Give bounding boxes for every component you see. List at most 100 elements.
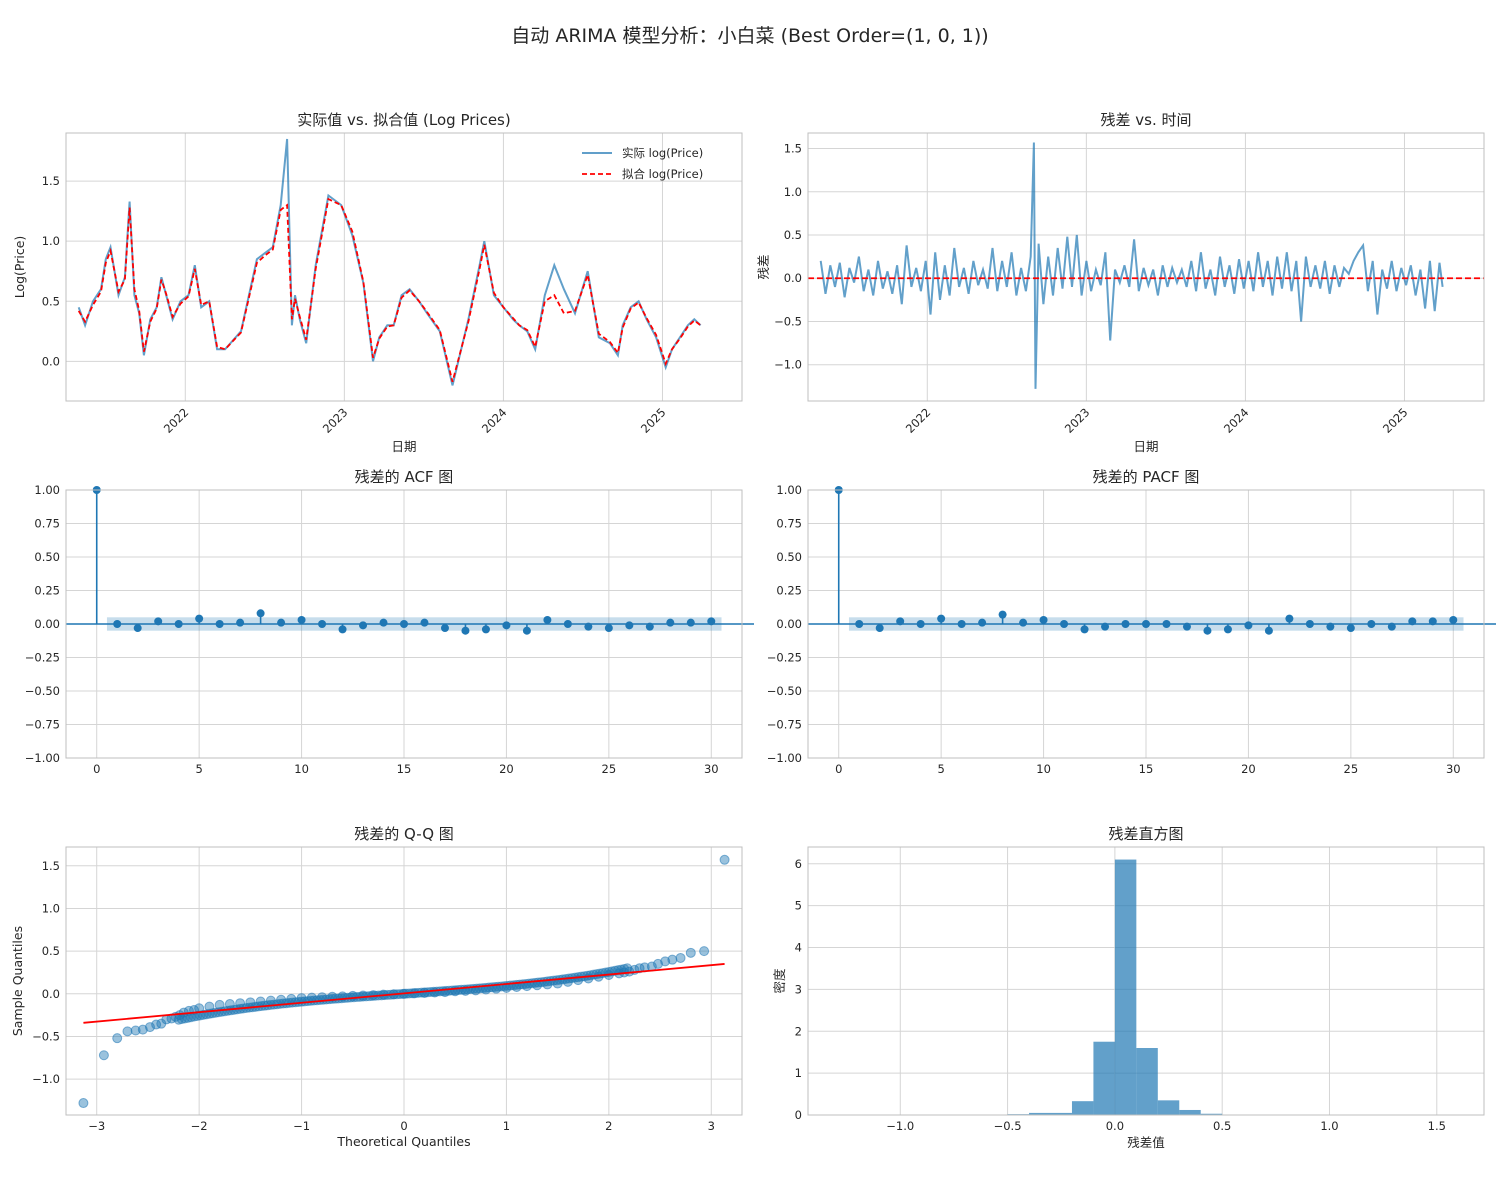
chart-title: 实际值 vs. 拟合值 (Log Prices) [297, 111, 510, 129]
histogram-bar [1050, 1112, 1072, 1115]
stem-marker [1203, 626, 1212, 635]
x-tick-label: 2025 [638, 405, 669, 436]
panel-acf: 残差的 ACF 图 0 5 10 15 20 25 30 −1.00 −0.75 −0.50 −0.2… [25, 468, 754, 776]
x-tick-label: 2023 [1062, 405, 1093, 436]
stem-marker [707, 617, 716, 626]
stem-marker [543, 615, 552, 624]
x-tick-label: 2023 [320, 405, 351, 436]
stem-marker [522, 626, 531, 635]
y-tick-label: 0.0 [784, 271, 802, 285]
y-tick-label: 0.0 [42, 354, 60, 368]
stem-marker [174, 620, 183, 628]
stem-marker [1121, 620, 1130, 628]
stem-marker [481, 625, 490, 634]
histogram-bar [1071, 1101, 1094, 1115]
qq-point [151, 1019, 162, 1030]
figure-title: 自动 ARIMA 模型分析：小白菜 (Best Order=(1, 0, 1)) [511, 25, 988, 47]
plot-frame [807, 489, 1485, 759]
y-tick-label: 1.00 [776, 483, 802, 497]
x-tick-label: 3 [708, 1119, 715, 1133]
x-axis-label: 残差值 [1127, 1135, 1165, 1150]
x-tick-label: 1.0 [1320, 1119, 1338, 1133]
legend-label-actual: 实际 log(Price) [622, 146, 703, 160]
plot-frame [807, 846, 1485, 1116]
y-tick-label: −0.5 [774, 314, 802, 328]
y-tick-label: 0.00 [34, 617, 60, 631]
stem-marker [318, 620, 327, 628]
y-tick-label: 0.50 [776, 550, 802, 564]
series-line-actual [77, 138, 702, 386]
gridlines [66, 847, 742, 1115]
x-tick-label: −0.5 [994, 1119, 1022, 1133]
qq-point [675, 952, 686, 963]
x-tick-label: 10 [294, 762, 309, 776]
y-tick-label: 3 [795, 982, 802, 996]
stem-marker [1101, 622, 1110, 631]
gridlines [66, 133, 742, 401]
y-tick-label: −0.25 [25, 651, 60, 665]
panel-fit: 实际值 vs. 拟合值 (Log Prices) 2022 2023 2024 2025… [12, 111, 743, 454]
x-tick-label: 2025 [1380, 405, 1411, 436]
x-tick-label: −1.0 [886, 1119, 914, 1133]
y-axis-label: 密度 [772, 968, 787, 994]
stem-marker [1285, 614, 1294, 623]
y-tick-label: 0.25 [34, 584, 60, 598]
qq-point [622, 963, 633, 974]
stem-marker [113, 620, 122, 628]
x-tick-label: 0.5 [1213, 1119, 1231, 1133]
x-tick-label: 2024 [479, 405, 510, 436]
y-axis-label: Sample Quantiles [10, 926, 25, 1036]
x-tick-label: 2024 [1221, 405, 1252, 436]
x-tick-label: 5 [937, 762, 944, 776]
y-tick-label: 0.0 [42, 987, 60, 1001]
stem-marker [1346, 624, 1355, 633]
y-tick-label: −0.50 [767, 684, 802, 698]
stem-marker [1142, 620, 1150, 628]
stem-marker [1305, 620, 1314, 628]
chart-title: 残差直方图 [1108, 825, 1183, 843]
x-tick-label: 30 [1446, 762, 1461, 776]
y-axis-label: Log(Price) [12, 236, 27, 299]
stem-marker [1060, 620, 1069, 628]
y-tick-label: 0.00 [776, 617, 802, 631]
stem-marker [957, 620, 966, 628]
chart-title: 残差 vs. 时间 [1101, 111, 1192, 129]
stem-marker [1367, 620, 1376, 628]
plot-frame [65, 846, 743, 1116]
stem-marker [978, 618, 987, 627]
stem-marker [875, 624, 884, 633]
x-tick-label: 15 [1139, 762, 1154, 776]
y-axis-label: 残差 [756, 254, 771, 279]
y-tick-label: −0.75 [25, 718, 60, 732]
y-tick-label: 6 [795, 857, 802, 871]
qq-point [122, 1026, 133, 1037]
x-tick-label: −3 [88, 1119, 105, 1133]
qq-point [685, 947, 696, 958]
x-tick-label: 25 [602, 762, 617, 776]
stem-marker [1326, 622, 1335, 631]
stem-marker [1387, 622, 1396, 631]
y-tick-label: 0.5 [42, 944, 60, 958]
plot-frame [65, 132, 743, 402]
stem-marker [1039, 615, 1048, 624]
y-tick-label: 1.0 [784, 185, 802, 199]
y-tick-label: −1.00 [25, 751, 60, 765]
stem-marker [937, 614, 946, 623]
stem-marker [338, 625, 347, 634]
plot-frame [807, 132, 1485, 402]
stem-marker [256, 609, 265, 618]
y-tick-label: −0.25 [767, 651, 802, 665]
qq-point [719, 854, 730, 865]
stem-marker [1162, 620, 1171, 628]
x-tick-label: 20 [1241, 762, 1256, 776]
stem-marker [666, 618, 675, 627]
stem-marker [133, 624, 142, 633]
y-tick-label: 1.0 [42, 901, 60, 915]
stem-marker [916, 620, 925, 628]
x-tick-label: 5 [195, 762, 202, 776]
stem-marker [896, 617, 905, 626]
stem-marker [461, 626, 470, 635]
qq-point [130, 1025, 141, 1036]
histogram-bar [1114, 859, 1137, 1115]
